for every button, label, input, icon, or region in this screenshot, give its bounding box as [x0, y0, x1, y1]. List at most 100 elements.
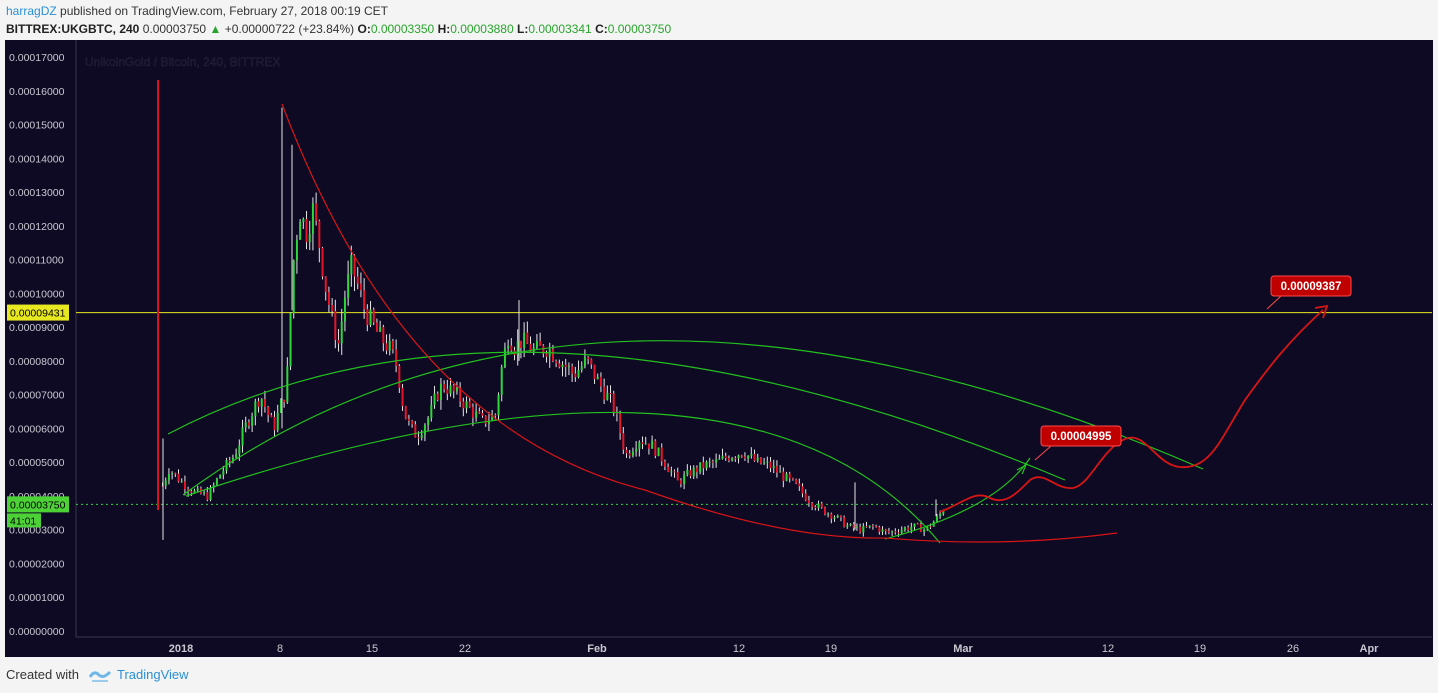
created-with-text: Created with: [6, 667, 79, 682]
candle-body: [459, 387, 462, 402]
candle-body: [580, 366, 583, 371]
green-arc-lower[interactable]: [185, 411, 941, 544]
candle-body: [238, 445, 241, 455]
x-tick-label: Feb: [587, 643, 607, 655]
candle-body: [545, 353, 548, 357]
candle-body: [481, 413, 484, 416]
candle-body: [324, 276, 327, 292]
candle-body: [740, 455, 743, 457]
candle-body: [164, 480, 167, 486]
countdown-label: 41:01: [10, 515, 36, 527]
candle-body: [910, 526, 913, 531]
candle-body: [244, 422, 247, 428]
candle-body: [468, 401, 471, 407]
callout-2-pointer: [1266, 295, 1282, 310]
candle-body: [807, 500, 810, 504]
y-tick-label: 0.00010000: [9, 288, 65, 300]
x-tick-label: Apr: [1360, 643, 1380, 655]
x-tick-label: 12: [1102, 643, 1114, 655]
candle-body: [228, 460, 231, 462]
candle-body: [295, 239, 298, 261]
candle-body: [692, 467, 695, 477]
candle-body: [417, 437, 420, 439]
candle-body: [871, 525, 874, 527]
candle-body: [292, 260, 295, 314]
callout-target-2-box[interactable]: [1270, 275, 1352, 297]
candle-body: [439, 383, 442, 400]
y-tick-label: 0.00016000: [9, 86, 65, 98]
candle-body: [785, 473, 788, 481]
y-tick-label: 0.00014000: [9, 153, 65, 165]
red-base-curve[interactable]: [644, 489, 1118, 543]
candle-body: [775, 466, 778, 473]
green-arc-upper[interactable]: [182, 340, 1204, 496]
high-value: 0.00003880: [450, 22, 514, 36]
last-price-tag-label: 0.00003750: [10, 499, 66, 511]
candle-body: [190, 491, 193, 493]
candle-body: [660, 447, 663, 462]
candle-body: [446, 389, 449, 394]
candle-body: [516, 340, 519, 356]
red-decline-curve[interactable]: [281, 103, 646, 491]
candle-body: [734, 458, 737, 460]
candle-body: [305, 218, 308, 243]
candle-body: [935, 516, 938, 522]
candle-body: [839, 515, 842, 518]
candle-body: [689, 469, 692, 477]
candle-body: [395, 349, 398, 366]
candle-body: [337, 339, 340, 344]
candle-body: [263, 399, 266, 408]
candle-body: [193, 490, 196, 493]
candle-body: [302, 218, 305, 223]
candle-body: [222, 470, 225, 475]
price-chart[interactable]: UnikoinGold / Bitcoin, 240, BITTREX 0.000…: [5, 40, 1433, 657]
candle-body: [638, 442, 641, 449]
green-projection-arc[interactable]: [884, 457, 1031, 540]
x-tick-label: Mar: [953, 643, 973, 655]
change-value: +0.00000722 (+23.84%): [224, 22, 355, 36]
author-link[interactable]: harragDZ: [6, 4, 57, 18]
candle-body: [897, 532, 900, 534]
tradingview-link[interactable]: TradingView: [116, 667, 189, 682]
candle-body: [647, 443, 650, 449]
tradingview-logo-icon[interactable]: [88, 668, 111, 682]
footer: Created with TradingView: [6, 667, 189, 682]
candle-body: [868, 525, 871, 527]
candle-body: [862, 525, 865, 533]
candle-body: [206, 492, 209, 500]
y-tick-label: 0.00008000: [9, 356, 65, 368]
chart-background: [5, 40, 1433, 657]
candle-body: [849, 523, 852, 526]
candle-body: [699, 462, 702, 473]
candle-body: [478, 411, 481, 414]
candle-body: [539, 341, 542, 346]
candle-body: [427, 418, 430, 426]
candle-body: [276, 412, 279, 431]
candle-body: [327, 291, 330, 305]
candle-body: [599, 376, 602, 387]
candle-body: [270, 415, 273, 417]
candle-body: [551, 349, 554, 362]
chart-panel[interactable]: UnikoinGold / Bitcoin, 240, BITTREX 0.000…: [5, 40, 1433, 657]
candle-body: [257, 401, 260, 407]
candle-body: [535, 341, 538, 348]
candle-body: [827, 513, 830, 515]
candle-body: [503, 348, 506, 368]
candle-body: [644, 443, 647, 445]
candle-body: [251, 416, 254, 426]
high-label: H:: [437, 22, 451, 36]
candle-body: [763, 462, 766, 464]
candle-body: [315, 203, 318, 221]
candle-body: [887, 531, 890, 533]
candle-body: [219, 474, 222, 479]
candle-body: [391, 340, 394, 350]
candle-body: [401, 387, 404, 407]
candle-body: [359, 283, 362, 291]
green-arc-middle[interactable]: [167, 351, 1066, 481]
candle-body: [369, 309, 372, 326]
open-value: 0.00003350: [370, 22, 435, 36]
low-label: L:: [517, 22, 529, 36]
symbol-label: BITTREX:UKGBTC, 240: [6, 22, 140, 36]
published-text: published on TradingView.com, February 2…: [60, 4, 389, 18]
callout-target-1-box[interactable]: [1040, 425, 1122, 447]
